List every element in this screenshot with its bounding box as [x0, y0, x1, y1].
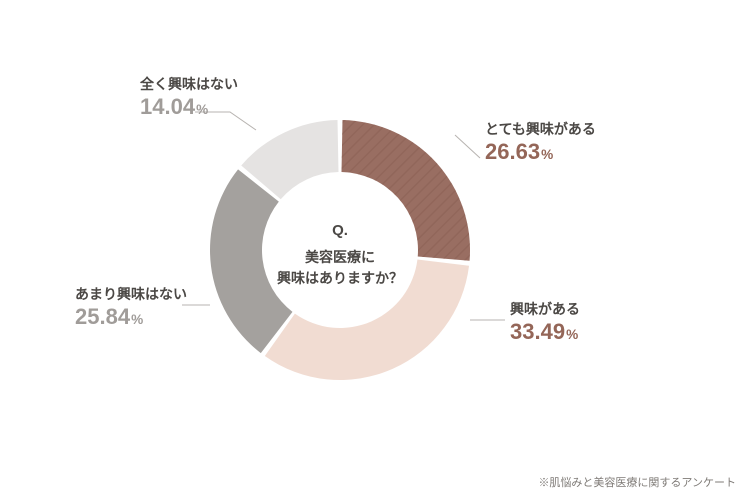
callout-interested: 興味がある33.49% [510, 300, 580, 347]
callout-label-not_at_all: 全く興味はない [140, 75, 238, 93]
callout-value-not_at_all: 14.04% [140, 93, 238, 122]
callout-label-interested: 興味がある [510, 300, 580, 318]
center-question: Q. 美容医療に 興味はありますか？ [262, 220, 418, 289]
chart-stage: Q. 美容医療に 興味はありますか？ とても興味がある26.63% 興味がある33… [0, 0, 750, 500]
callout-value-not_much: 25.84% [75, 303, 187, 332]
callout-not_much: あまり興味はない25.84% [75, 285, 187, 332]
callout-value-very_interested: 26.63% [485, 138, 596, 167]
callout-label-very_interested: とても興味がある [485, 120, 596, 138]
center-question-prefix: Q. [262, 220, 418, 243]
callout-very_interested: とても興味がある26.63% [485, 120, 596, 167]
callout-label-not_much: あまり興味はない [75, 285, 187, 303]
footnote-text: ※肌悩みと美容医療に関するアンケート [538, 474, 736, 490]
callout-value-interested: 33.49% [510, 318, 580, 347]
callout-not_at_all: 全く興味はない14.04% [140, 75, 238, 122]
center-question-line1: 美容医療に [262, 247, 418, 268]
center-question-line2: 興味はありますか？ [262, 268, 418, 289]
leader-very_interested [455, 135, 480, 158]
